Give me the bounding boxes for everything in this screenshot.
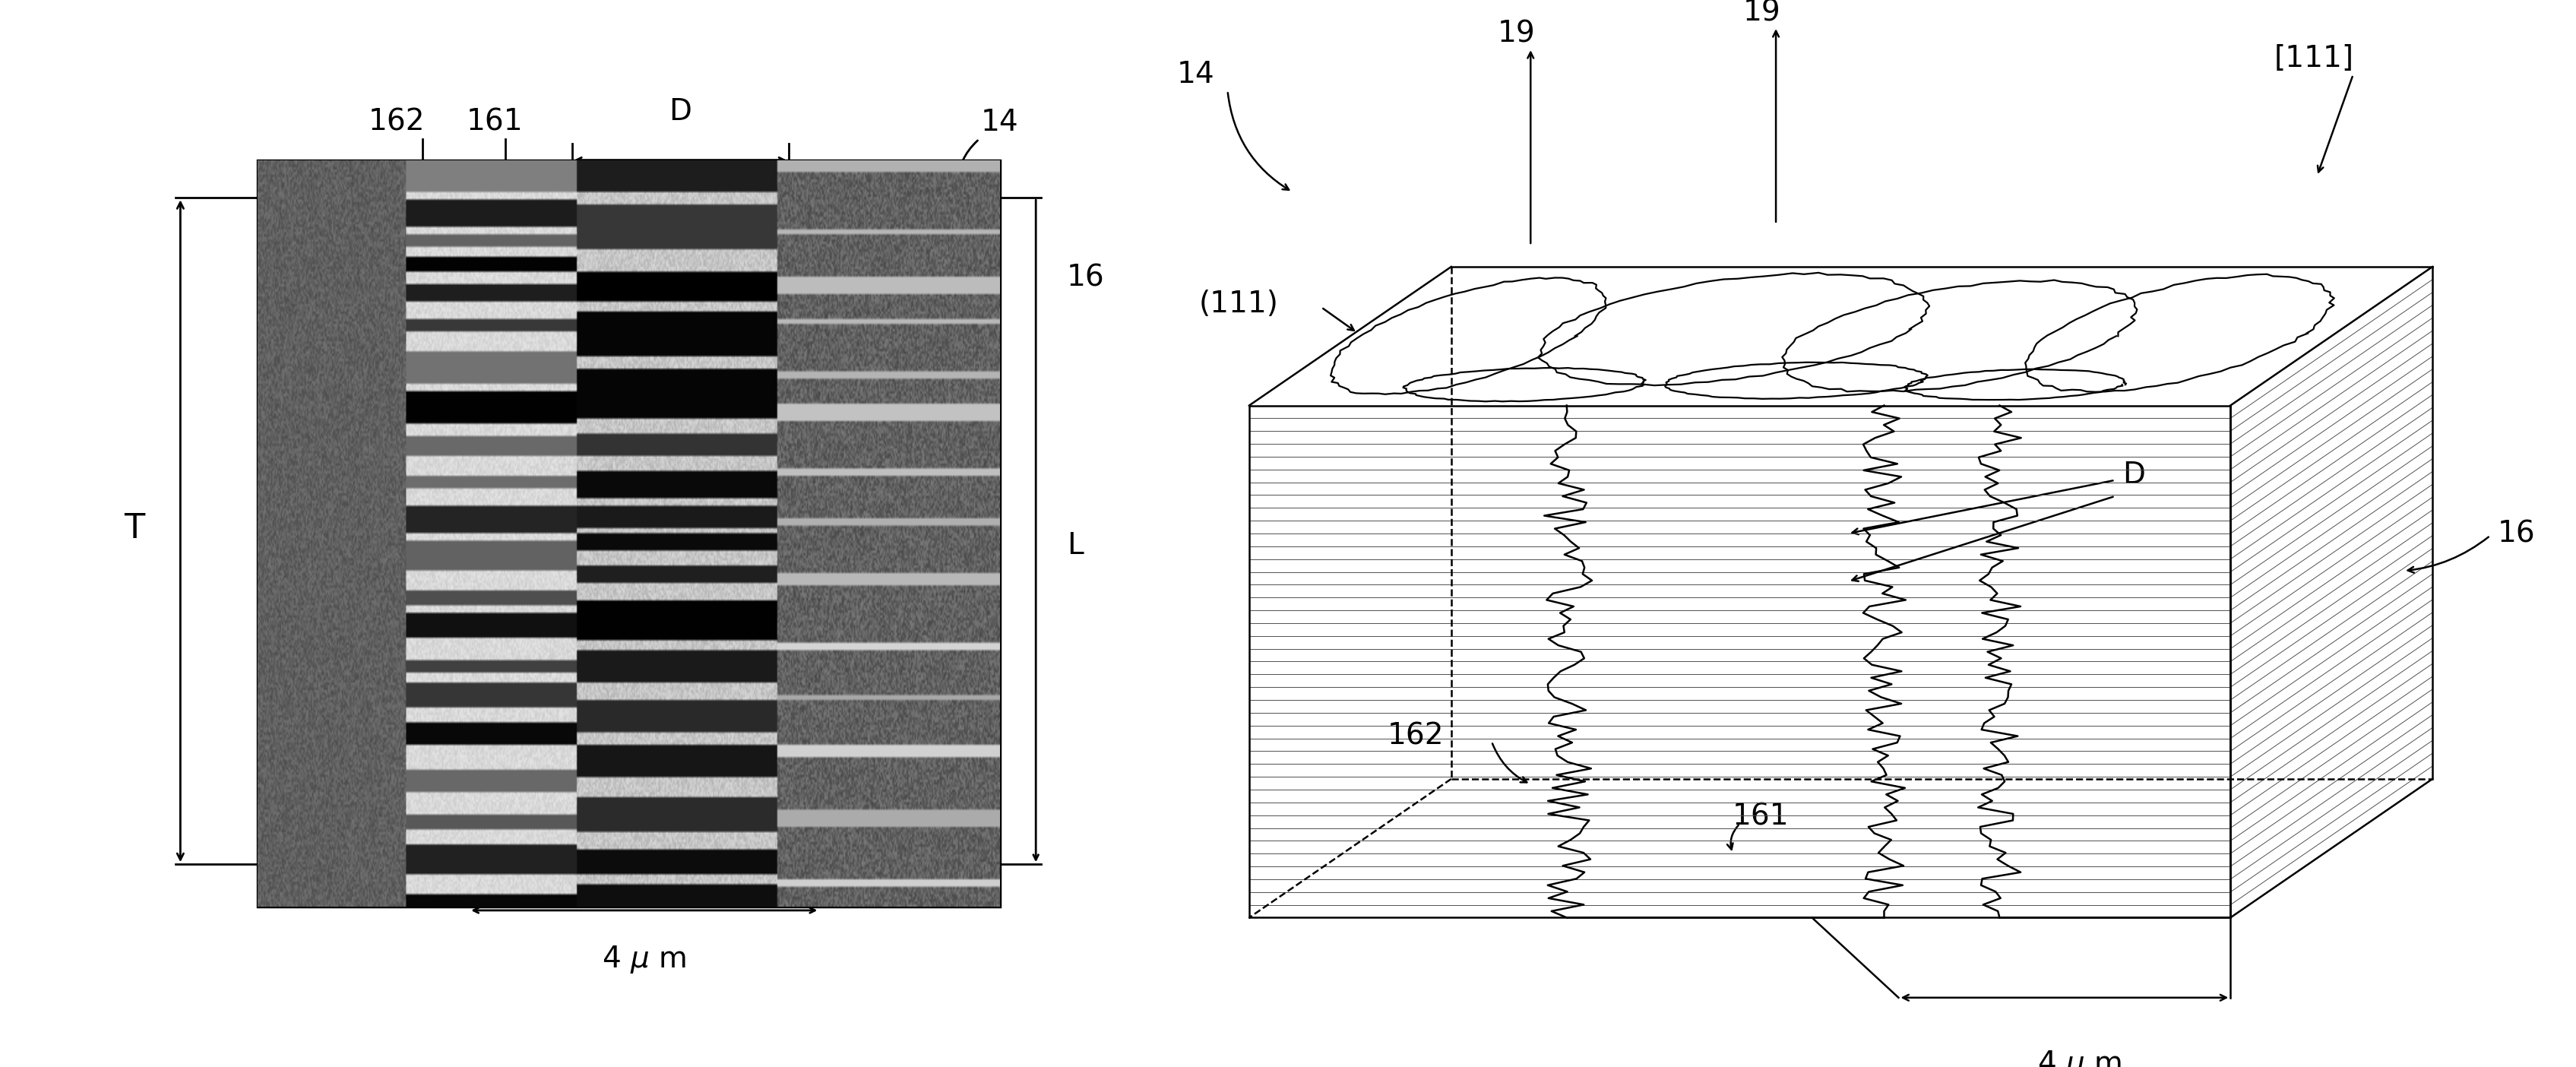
Text: L: L [1066,531,1082,560]
Text: 4 $\mu$ m: 4 $\mu$ m [2035,1049,2120,1067]
Text: 161: 161 [466,108,523,137]
Text: (111): (111) [1198,289,1278,319]
Text: 16: 16 [1066,262,1105,292]
Text: D: D [670,98,690,127]
Text: 14: 14 [1177,60,1213,90]
Text: 19: 19 [1741,0,1780,27]
Text: 4 $\mu$ m: 4 $\mu$ m [603,944,685,975]
Text: 16: 16 [2496,519,2535,548]
Text: 19: 19 [1497,19,1535,48]
Text: 14: 14 [981,108,1018,137]
Text: 162: 162 [1386,721,1443,751]
Text: 162: 162 [368,108,425,137]
Text: [111]: [111] [2272,44,2352,74]
Text: 161: 161 [1731,801,1788,831]
Text: D: D [2123,460,2143,490]
Text: T: T [124,512,144,545]
Bar [258,160,999,907]
